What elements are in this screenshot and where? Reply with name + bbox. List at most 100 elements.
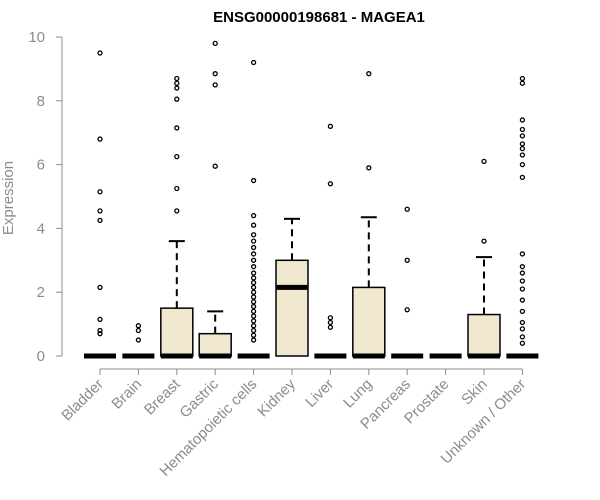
- outlier-point: [519, 264, 526, 270]
- box-group-skin: [467, 158, 501, 359]
- outlier-point: [366, 71, 372, 77]
- outlier-point: [519, 174, 526, 181]
- outlier-point: [174, 208, 180, 214]
- outlier-point: [519, 80, 526, 86]
- box: [467, 313, 501, 357]
- x-tick-label: Kidney: [254, 375, 299, 420]
- outlier-point: [250, 332, 257, 338]
- outlier-point: [327, 319, 334, 326]
- y-tick-label: 6: [37, 157, 45, 174]
- outlier-point: [519, 340, 526, 346]
- x-tick-label: Brain: [108, 376, 145, 413]
- outlier-point: [519, 297, 526, 303]
- outlier-point: [135, 337, 142, 343]
- outlier-point: [174, 80, 180, 86]
- outlier-point: [250, 177, 257, 184]
- plot-area: [84, 40, 539, 359]
- box-group-gastric: [198, 40, 232, 359]
- outlier-point: [135, 327, 142, 334]
- outlier-point: [327, 123, 334, 129]
- outlier-point: [250, 337, 257, 343]
- outlier-point: [250, 313, 257, 319]
- outlier-point: [250, 284, 257, 291]
- x-tick-label: Liver: [302, 376, 337, 411]
- outlier-point: [97, 217, 103, 224]
- outlier-point: [250, 270, 257, 276]
- chart-title: ENSG00000198681 - MAGEA1: [213, 9, 425, 26]
- outlier-point: [250, 244, 257, 251]
- outlier-point: [174, 125, 180, 131]
- box-group-liver: [314, 123, 347, 359]
- y-tick-label: 0: [37, 348, 45, 365]
- outlier-point: [519, 334, 526, 340]
- x-tick-label: Skin: [458, 376, 491, 409]
- outlier-point: [135, 323, 142, 329]
- outlier-point: [97, 208, 103, 214]
- outlier-point: [250, 212, 257, 219]
- outlier-point: [519, 117, 526, 123]
- outlier-point: [250, 294, 257, 300]
- outlier-point: [519, 161, 526, 168]
- outlier-point: [519, 286, 526, 292]
- outlier-point: [327, 181, 334, 187]
- outlier-point: [519, 133, 526, 139]
- outlier-point: [97, 327, 103, 334]
- box-group-breast: [160, 75, 194, 359]
- outlier-point: [519, 141, 526, 147]
- outlier-point: [97, 136, 103, 142]
- outlier-point: [250, 318, 257, 324]
- outlier-point: [174, 185, 180, 192]
- y-axis: 0 2 4 6 8 10: [28, 29, 63, 365]
- outlier-point: [519, 319, 526, 326]
- box-group-lung: [352, 71, 386, 359]
- outlier-point: [250, 257, 257, 263]
- y-tick-label: 8: [37, 93, 45, 110]
- outlier-point: [250, 264, 257, 270]
- outlier-point: [366, 165, 372, 171]
- outlier-point: [212, 71, 218, 77]
- outlier-point: [212, 82, 218, 88]
- outlier-point: [174, 85, 180, 91]
- outlier-point: [97, 316, 103, 322]
- outlier-point: [250, 251, 257, 257]
- outlier-point: [250, 308, 257, 314]
- outlier-point: [250, 327, 257, 334]
- outlier-point: [97, 50, 103, 56]
- outlier-point: [404, 307, 410, 313]
- box-group-brain: [122, 323, 155, 359]
- outlier-point: [519, 270, 526, 276]
- outlier-point: [519, 145, 526, 152]
- outlier-point: [519, 308, 526, 314]
- box-group-hematopoietic-cells: [237, 59, 270, 359]
- outlier-point: [250, 275, 257, 281]
- outlier-point: [97, 331, 103, 337]
- outlier-point: [250, 323, 257, 329]
- x-tick-label: Bladder: [58, 376, 107, 425]
- outlier-point: [174, 153, 180, 160]
- outlier-point: [327, 315, 334, 321]
- outlier-point: [250, 59, 257, 66]
- outlier-point: [250, 232, 257, 238]
- outlier-point: [481, 158, 487, 165]
- outlier-point: [174, 96, 180, 102]
- outlier-point: [519, 278, 526, 284]
- outlier-point: [212, 40, 218, 47]
- outlier-point: [97, 284, 103, 291]
- outlier-point: [250, 222, 257, 228]
- outlier-point: [519, 152, 526, 158]
- box: [160, 307, 194, 357]
- outlier-point: [250, 299, 257, 305]
- outlier-point: [250, 289, 257, 295]
- outlier-point: [404, 257, 410, 263]
- outlier-point: [327, 324, 334, 330]
- outlier-point: [519, 251, 526, 257]
- box: [198, 332, 232, 357]
- box-group-pancreas: [391, 206, 424, 359]
- outlier-point: [250, 238, 257, 244]
- y-axis-label: Expression: [0, 161, 17, 235]
- box: [352, 286, 386, 357]
- y-tick-label: 2: [37, 284, 45, 301]
- box: [275, 259, 309, 357]
